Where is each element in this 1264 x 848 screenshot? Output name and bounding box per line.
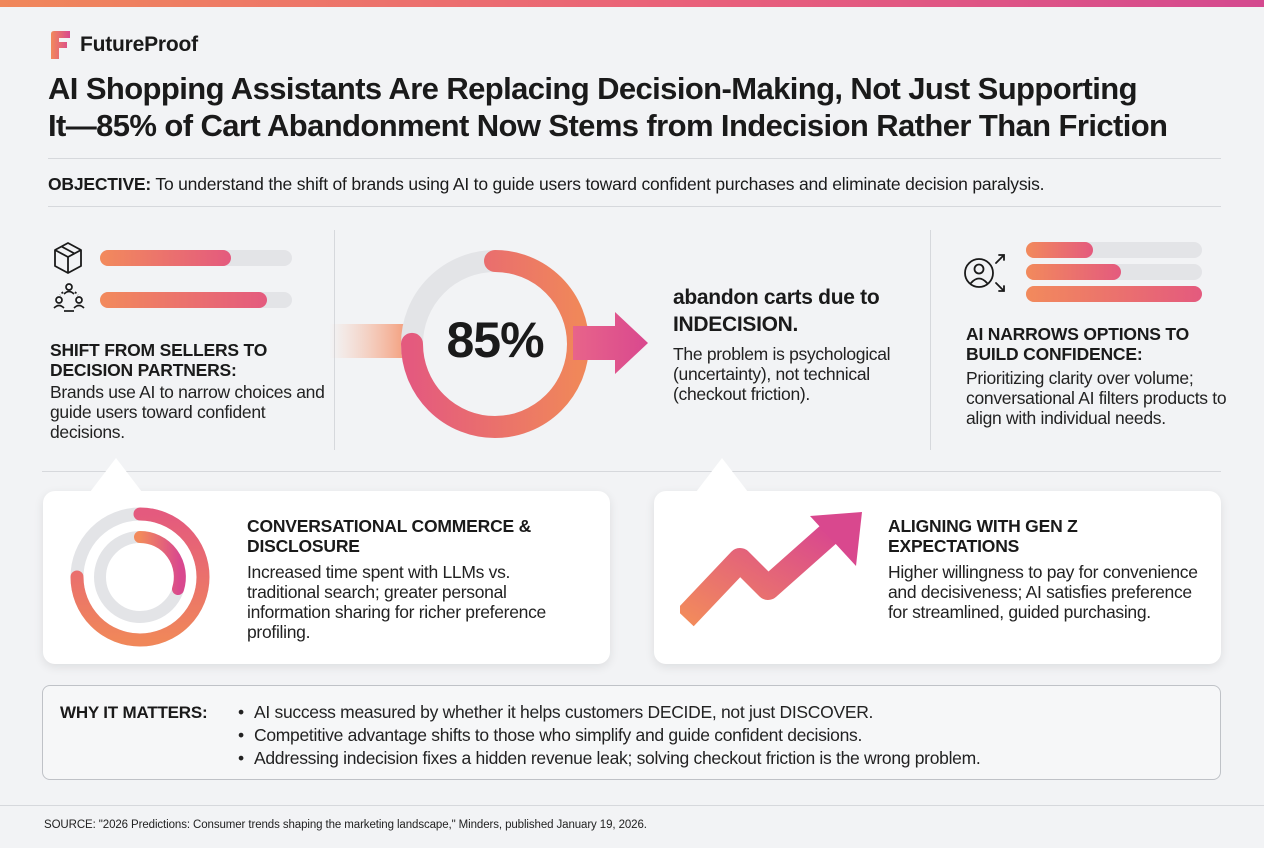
left-progress-bar-1: [100, 250, 292, 266]
divider-bottom: [0, 805, 1264, 806]
people-network-icon: [53, 283, 85, 312]
divider-objective: [48, 206, 1221, 207]
trend-up-arrow-icon: [680, 512, 862, 627]
right-heading: AI NARROWS OPTIONS TO BUILD CONFIDENCE:: [966, 324, 1189, 364]
stat-value: 85%: [446, 312, 544, 368]
right-progress-fill-3: [1026, 286, 1202, 302]
why-item-2: Competitive advantage shifts to those wh…: [238, 724, 980, 747]
left-body: Brands use AI to narrow choices and guid…: [50, 382, 325, 442]
why-item-1: AI success measured by whether it helps …: [238, 701, 980, 724]
why-item-3: Addressing indecision fixes a hidden rev…: [238, 747, 981, 770]
stat-ring-with-arrow: [330, 250, 648, 438]
why-list: AI success measured by whether it helps …: [238, 701, 981, 770]
cube-icon: [54, 242, 82, 274]
card-pointer-right: [696, 458, 748, 492]
source-citation: SOURCE: "2026 Predictions: Consumer tren…: [44, 819, 647, 831]
right-progress-fill-1: [1026, 242, 1093, 258]
donut-ring-icon: [70, 507, 210, 647]
user-arrows-icon: [964, 254, 1005, 292]
title-line-2: It—85% of Cart Abandonment Now Stems fro…: [48, 108, 1168, 143]
left-heading: SHIFT FROM SELLERS TO DECISION PARTNERS:: [50, 340, 268, 380]
objective-label: OBJECTIVE:: [48, 174, 152, 194]
futureproof-logo-icon: [51, 31, 70, 59]
left-progress-fill-1: [100, 250, 231, 266]
card1-body: Increased time spent with LLMs vs. tradi…: [247, 562, 546, 642]
divider-vertical-right: [930, 230, 931, 450]
objective-statement: OBJECTIVE: To understand the shift of br…: [48, 173, 1228, 195]
why-it-matters-box: WHY IT MATTERS: AI success measured by w…: [42, 685, 1221, 780]
brand-name: FutureProof: [80, 33, 198, 56]
right-body: Prioritizing clarity over volume; conver…: [966, 368, 1227, 428]
right-progress-bar-2: [1026, 264, 1202, 280]
left-progress-fill-2: [100, 292, 268, 308]
stat-heading: abandon carts due to INDECISION.: [673, 286, 880, 336]
left-progress-bar-2: [100, 292, 292, 308]
card1-heading: CONVERSATIONAL COMMERCE & DISCLOSURE: [247, 516, 532, 556]
page-title: AI Shopping Assistants Are Replacing Dec…: [48, 70, 1228, 144]
divider-middle: [42, 471, 1221, 472]
stat-body: The problem is psychological (uncertaint…: [673, 344, 891, 404]
why-label: WHY IT MATTERS:: [60, 703, 208, 722]
divider-top: [48, 158, 1221, 159]
title-line-1: AI Shopping Assistants Are Replacing Dec…: [48, 71, 1138, 106]
right-progress-bar-3: [1026, 286, 1202, 302]
card2-heading: ALIGNING WITH GEN Z EXPECTATIONS: [888, 516, 1078, 556]
right-progress-fill-2: [1026, 264, 1122, 280]
card-pointer-left: [90, 458, 142, 492]
brand-logo: FutureProof: [48, 30, 198, 60]
objective-text: To understand the shift of brands using …: [155, 174, 1045, 194]
card2-body: Higher willingness to pay for convenienc…: [888, 562, 1198, 622]
stat-arrow: [573, 312, 648, 374]
right-progress-bar-1: [1026, 242, 1202, 258]
top-accent-bar: [0, 0, 1264, 7]
